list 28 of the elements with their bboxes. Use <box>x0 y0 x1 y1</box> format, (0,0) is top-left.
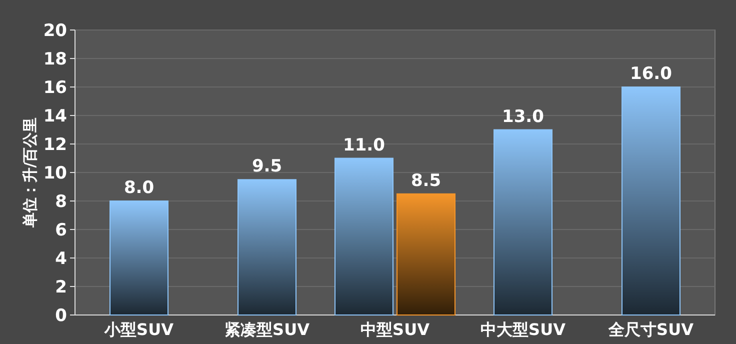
bar <box>622 86 680 316</box>
y-axis-title: 单位：升/百公里 <box>21 117 39 229</box>
y-tick-label: 18 <box>43 50 67 70</box>
x-tick-label: 小型SUV <box>104 320 174 339</box>
data-label: 13.0 <box>502 106 544 127</box>
y-tick-label: 14 <box>43 106 68 126</box>
y-tick-label: 8 <box>55 192 67 212</box>
bar <box>494 129 552 316</box>
y-tick-label: 16 <box>43 78 67 98</box>
y-tick-label: 10 <box>43 164 68 184</box>
y-tick-label: 0 <box>55 306 68 326</box>
x-tick-label: 中型SUV <box>360 320 430 339</box>
data-label: 8.0 <box>124 178 154 198</box>
x-tick-label: 中大型SUV <box>480 320 566 339</box>
data-label: 16.0 <box>630 64 672 84</box>
x-tick-label: 全尺寸SUV <box>608 320 694 339</box>
data-label: 8.5 <box>410 170 442 191</box>
y-tick-label: 12 <box>43 135 67 155</box>
bar <box>396 193 456 316</box>
y-tick-label: 6 <box>55 220 67 240</box>
y-tick-label: 4 <box>55 249 68 269</box>
bar <box>238 179 296 316</box>
x-tick-label: 紧凑型SUV <box>224 320 310 339</box>
bar <box>110 200 168 316</box>
data-label: 9.5 <box>252 156 282 177</box>
y-tick-label: 2 <box>55 278 67 298</box>
y-tick-label: 20 <box>43 21 68 41</box>
data-label: 11.0 <box>343 135 386 156</box>
